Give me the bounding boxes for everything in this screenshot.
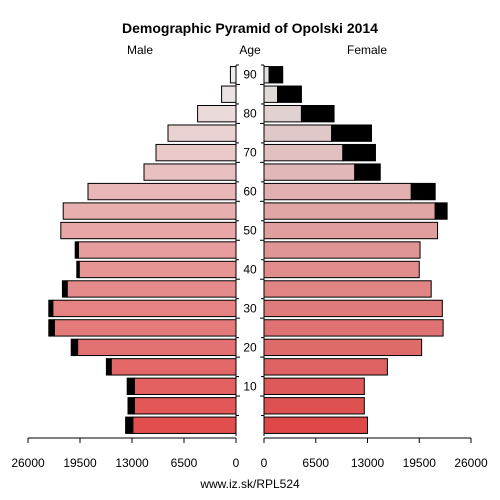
age-tick-label-80: 80 [243,107,257,121]
age-tick-label-10: 10 [243,379,257,393]
male-x-tick-label-6500: 6500 [171,456,198,470]
male-surplus-35-39 [61,280,68,298]
age-axis: 10 20 30 40 50 60 70 80 90 [236,64,264,417]
age-tick-label-20: 20 [243,340,257,354]
female-header: Female [347,43,387,57]
male-bar-5-9 [133,397,237,415]
age-tick-label-50: 50 [243,224,257,238]
male-bar-50-54 [60,221,237,240]
female-surplus-65-69 [354,163,381,181]
male-bar-75-79 [167,124,237,142]
female-bars [263,66,448,434]
age-header: Age [239,43,261,57]
female-x-tick-label-13000: 13000 [351,456,385,470]
male-bar-60-64 [87,182,237,201]
female-surplus-75-79 [331,124,372,142]
female-x-tick-label-0: 0 [261,456,268,470]
female-bar-15-19 [263,358,388,376]
female-bar-50-54 [263,221,439,240]
male-bar-80-84 [197,105,237,123]
male-bar-0-4 [132,416,237,434]
female-x-tick-label-26000: 26000 [454,456,488,470]
male-surplus-0-4 [125,416,134,434]
female-bar-65-69 [263,163,356,181]
male-surplus-20-24 [70,338,79,357]
male-surplus-25-29 [48,319,55,337]
female-surplus-85-89 [277,85,302,103]
female-bar-90+ [263,66,270,84]
female-bar-20-24 [263,338,423,357]
male-header: Male [127,43,153,57]
male-bar-20-24 [77,338,237,357]
male-x-tick-label-19500: 19500 [63,456,97,470]
female-bar-80-84 [263,105,302,123]
female-bar-60-64 [263,182,412,201]
age-tick-label-90: 90 [243,68,257,82]
male-bar-70-74 [155,143,237,162]
female-bar-25-29 [263,319,444,337]
female-surplus-90+ [268,66,284,84]
male-bar-10-14 [133,377,237,395]
male-x-tick-label-13000: 13000 [115,456,149,470]
male-surplus-5-9 [127,397,135,415]
female-bar-45-49 [263,241,421,259]
male-surplus-10-14 [126,377,135,395]
female-bar-55-59 [263,202,436,220]
male-bar-65-69 [143,163,237,181]
female-surplus-80-84 [300,105,335,123]
female-x-tick-label-6500: 6500 [302,456,329,470]
female-bar-30-34 [263,299,443,318]
female-surplus-60-64 [410,182,436,201]
female-bar-75-79 [263,124,333,142]
female-bar-5-9 [263,397,365,415]
source-label: www.iz.sk/RPL524 [199,477,300,491]
age-tick-label-30: 30 [243,301,257,315]
female-bar-10-14 [263,377,365,395]
male-bar-35-39 [66,280,237,298]
female-surplus-55-59 [434,202,448,220]
age-tick-label-60: 60 [243,185,257,199]
male-bar-85-89 [221,85,237,103]
male-surplus-30-34 [48,299,54,318]
age-tick-label-70: 70 [243,146,257,160]
chart-title: Demographic Pyramid of Opolski 2014 [122,20,378,36]
male-x-tick-label-0: 0 [233,456,240,470]
male-surplus-45-49 [74,241,79,259]
female-surplus-70-74 [342,143,376,162]
male-bar-45-49 [77,241,237,259]
male-bar-55-59 [62,202,237,220]
male-x-tick-label-26000: 26000 [11,456,45,470]
age-tick-label-40: 40 [243,262,257,276]
male-bar-15-19 [110,358,237,376]
male-bar-30-34 [52,299,237,318]
female-bar-85-89 [263,85,279,103]
female-bar-35-39 [263,280,432,298]
female-bar-70-74 [263,143,344,162]
male-bars [48,66,237,434]
male-surplus-15-19 [105,358,112,376]
male-bar-40-44 [78,260,237,279]
female-bar-40-44 [263,260,420,279]
male-bar-25-29 [53,319,237,337]
female-bar-0-4 [263,416,368,434]
female-x-tick-label-19500: 19500 [403,456,437,470]
male-surplus-40-44 [76,260,80,279]
male-bar-90+ [229,66,237,84]
x-axis: 26000 26000 19500 19500 13000 13000 6500 6500 0 0 [11,438,488,470]
